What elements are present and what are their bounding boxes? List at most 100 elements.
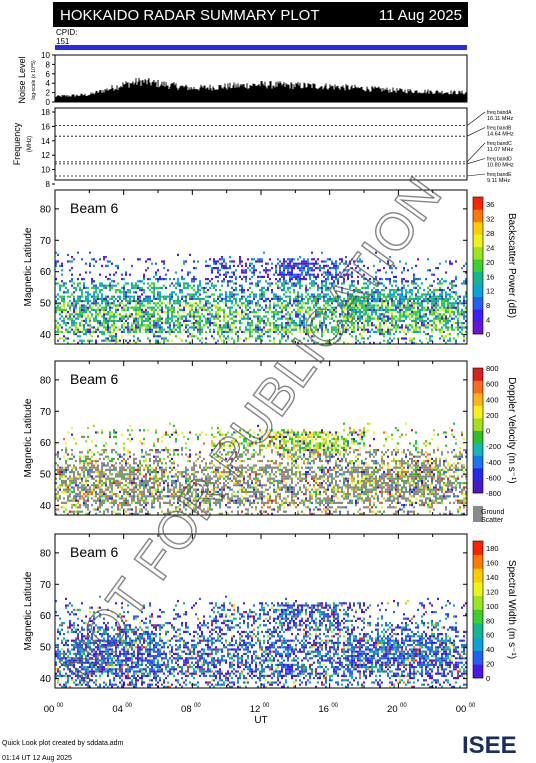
echo-cell xyxy=(229,324,231,327)
echo-cell xyxy=(221,324,223,327)
echo-cell xyxy=(393,264,395,267)
echo-cell xyxy=(301,278,303,281)
echo-cell xyxy=(169,317,171,320)
echo-cell xyxy=(137,324,139,327)
echo-cell xyxy=(355,319,357,322)
echo-cell xyxy=(89,306,91,309)
echo-cell xyxy=(459,295,461,298)
echo-cell xyxy=(357,282,359,285)
echo-cell xyxy=(161,302,163,305)
echo-cell xyxy=(387,339,389,342)
echo-cell xyxy=(429,289,431,292)
echo-cell xyxy=(99,490,101,493)
echo-cell xyxy=(265,306,267,309)
echo-cell xyxy=(111,284,113,287)
echo-cell xyxy=(95,493,97,496)
echo-cell xyxy=(249,324,251,327)
echo-cell xyxy=(105,317,107,320)
echo-cell xyxy=(353,260,355,263)
echo-cell xyxy=(213,284,215,287)
echo-cell xyxy=(373,317,375,320)
echo-cell xyxy=(217,317,219,320)
echo-cell xyxy=(111,486,113,489)
echo-cell xyxy=(101,482,103,485)
echo-cell xyxy=(101,493,103,496)
echo-cell xyxy=(329,311,331,314)
echo-cell xyxy=(323,300,325,303)
echo-cell xyxy=(297,313,299,316)
echo-cell xyxy=(63,339,65,342)
echo-cell xyxy=(199,333,201,336)
echo-cell xyxy=(287,317,289,320)
echo-cell xyxy=(73,510,75,513)
echo-cell xyxy=(261,297,263,300)
echo-cell xyxy=(61,262,63,265)
echo-cell xyxy=(121,330,123,333)
echo-cell xyxy=(143,324,145,327)
echo-cell xyxy=(125,300,127,303)
echo-cell xyxy=(131,482,133,485)
echo-cell xyxy=(81,311,83,314)
echo-cell xyxy=(99,479,101,482)
echo-cell xyxy=(147,286,149,289)
echo-cell xyxy=(107,497,109,500)
echo-cell xyxy=(447,286,449,289)
echo-cell xyxy=(247,289,249,292)
echo-cell xyxy=(259,308,261,311)
echo-cell xyxy=(153,501,155,504)
echo-cell xyxy=(109,311,111,314)
echo-cell xyxy=(401,289,403,292)
echo-cell xyxy=(413,302,415,305)
echo-cell xyxy=(405,308,407,311)
echo-cell xyxy=(225,295,227,298)
echo-cell xyxy=(93,477,95,480)
echo-cell xyxy=(243,291,245,294)
echo-cell xyxy=(83,504,85,507)
echo-cell xyxy=(279,306,281,309)
echo-cell xyxy=(427,300,429,303)
echo-cell xyxy=(389,328,391,331)
echo-cell xyxy=(341,313,343,316)
echo-cell xyxy=(323,315,325,318)
echo-cell xyxy=(431,330,433,333)
echo-cell xyxy=(109,313,111,316)
echo-cell xyxy=(119,484,121,487)
echo-cell xyxy=(103,490,105,493)
echo-cell xyxy=(379,315,381,318)
echo-cell xyxy=(413,313,415,316)
frequency-band-leader xyxy=(466,111,486,126)
echo-cell xyxy=(367,317,369,320)
echo-cell xyxy=(337,319,339,322)
echo-cell xyxy=(299,302,301,305)
echo-cell xyxy=(435,289,437,292)
echo-cell xyxy=(99,273,101,276)
echo-cell xyxy=(383,328,385,331)
echo-cell xyxy=(159,286,161,289)
echo-cell xyxy=(57,328,59,331)
echo-cell xyxy=(287,262,289,265)
echo-cell xyxy=(393,293,395,296)
echo-cell xyxy=(413,282,415,285)
echo-cell xyxy=(455,306,457,309)
echo-cell xyxy=(397,319,399,322)
echo-cell xyxy=(319,267,321,270)
echo-cell xyxy=(263,251,265,254)
echo-cell xyxy=(137,308,139,311)
echo-cell xyxy=(391,324,393,327)
echo-cell xyxy=(69,484,71,487)
echo-cell xyxy=(307,293,309,296)
echo-cell xyxy=(397,324,399,327)
echo-cell xyxy=(445,271,447,274)
echo-cell xyxy=(451,308,453,311)
echo-cell xyxy=(285,291,287,294)
echo-cell xyxy=(101,473,103,476)
echo-cell xyxy=(161,319,163,322)
echo-cell xyxy=(387,295,389,298)
echo-cell xyxy=(325,289,327,292)
frequency-band-name: freq bandE xyxy=(487,172,512,178)
echo-cell xyxy=(431,311,433,314)
echo-cell xyxy=(173,328,175,331)
echo-cell xyxy=(95,495,97,498)
echo-cell xyxy=(97,308,99,311)
echo-cell xyxy=(383,267,385,270)
